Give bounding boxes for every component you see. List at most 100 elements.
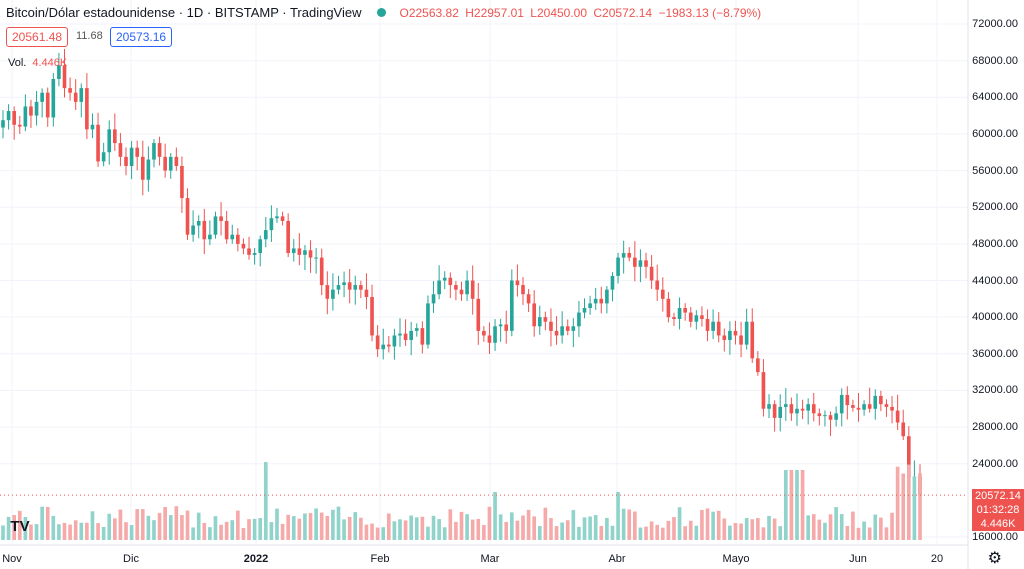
sell-price-button[interactable]: 20561.48 (6, 27, 69, 47)
candle-body (68, 88, 72, 93)
volume-bar (716, 510, 721, 540)
candle-body (884, 404, 889, 407)
candle-body (269, 218, 274, 231)
candle-body (180, 165, 184, 199)
candle-body (823, 415, 827, 417)
volume-bar (537, 526, 542, 540)
candle-body (633, 257, 637, 267)
candle-body (716, 321, 721, 336)
volume-bar (823, 522, 827, 540)
candle-body (705, 318, 710, 331)
volume-bar (370, 523, 374, 540)
symbol-title[interactable]: Bitcoin/Dólar estadounidense · 1D · BITS… (6, 5, 362, 20)
volume-bar (493, 492, 497, 540)
volume-bar (437, 519, 441, 540)
volume-bar (510, 512, 514, 540)
volume-bar (918, 473, 922, 540)
symbol-header: Bitcoin/Dólar estadounidense · 1D · BITS… (6, 5, 764, 20)
bar-close-timer-tag: 01:32:28 (972, 503, 1024, 517)
volume-bar (879, 517, 883, 540)
volume-bar (40, 506, 44, 540)
volume-bar (761, 527, 766, 540)
candle-body (644, 260, 648, 267)
candle-body (739, 335, 743, 345)
candle-body (610, 275, 615, 290)
candle-body (353, 285, 358, 290)
candle-body (90, 124, 95, 130)
candle-body (163, 156, 167, 171)
candle-body (325, 285, 330, 299)
candle-body (1, 120, 5, 128)
candle-body (442, 277, 447, 281)
volume-bar (884, 527, 889, 540)
price-axis-tick: 68000.00 (972, 54, 1018, 67)
time-axis-tick: Feb (370, 553, 390, 565)
price-axis-tick: 56000.00 (972, 164, 1018, 177)
candle-body (336, 285, 341, 290)
candle-body (856, 407, 861, 410)
candle-body (677, 307, 682, 319)
candle-body (839, 395, 844, 414)
change-value: −1983.13 (−8.79%) (658, 5, 762, 20)
candle-body (666, 298, 671, 318)
volume-bar (347, 516, 352, 540)
volume-bar (51, 515, 56, 540)
spread-value: 11.68 (76, 27, 103, 47)
candle-body (258, 239, 263, 254)
candle-body (851, 405, 855, 408)
candle-body (811, 404, 816, 414)
candle-body (291, 248, 296, 254)
volume-bar (263, 462, 268, 540)
candle-body (655, 280, 660, 290)
candle-body (767, 404, 771, 409)
candle-body (191, 225, 195, 235)
volume-bar (873, 514, 878, 540)
candle-body (420, 328, 425, 345)
price-axis-tick: 60000.00 (972, 127, 1018, 140)
price-axis-tick: 28000.00 (972, 421, 1018, 434)
candle-body (476, 298, 481, 331)
candle-body (6, 111, 11, 121)
candle-body (57, 65, 61, 79)
volume-bar (325, 516, 330, 540)
volume-bar (185, 510, 190, 540)
volume-bar (733, 523, 738, 540)
candle-body (342, 282, 346, 286)
buy-price-button[interactable]: 20573.16 (110, 27, 173, 47)
volume-bar (599, 525, 604, 540)
candle-body (571, 326, 576, 331)
time-axis-tick: Abr (608, 553, 626, 565)
candle-body (208, 234, 212, 240)
gear-icon[interactable]: ⚙ (987, 550, 1002, 567)
candle-body (543, 317, 548, 322)
volume-bar (862, 521, 866, 540)
volume-bar (521, 515, 525, 540)
volume-bar (616, 492, 620, 540)
candle-body (549, 321, 553, 331)
volume-bar (34, 524, 39, 540)
volume-bar (426, 526, 430, 540)
candle-body (616, 257, 620, 276)
open-value: O22563.82 (399, 5, 459, 20)
tradingview-logo-icon[interactable]: TV (10, 517, 30, 535)
candle-body (817, 413, 822, 417)
candle-body (862, 404, 866, 410)
candle-body (537, 317, 542, 327)
volume-bar (448, 509, 453, 540)
volume-bar (582, 517, 587, 540)
volume-bar (23, 517, 28, 540)
candle-body (560, 326, 564, 336)
volume-bar (353, 512, 358, 540)
volume-bar (789, 470, 794, 540)
volume-bar (331, 509, 335, 540)
volume-bar (621, 508, 626, 540)
volume-bar (113, 518, 117, 540)
candle-body (845, 395, 850, 406)
volume-bar (1, 525, 5, 540)
candle-body (370, 296, 374, 336)
volume-bar (672, 517, 676, 540)
candle-body (409, 330, 413, 341)
volume-bar (660, 527, 665, 540)
candle-body (426, 303, 430, 345)
